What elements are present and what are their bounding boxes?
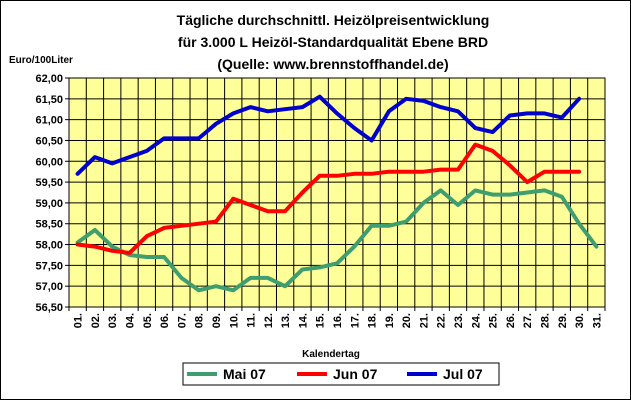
series-line-jul-07 [75, 94, 582, 176]
x-tick-label: 20. [401, 313, 413, 328]
legend-label-jul-07: Jul 07 [443, 366, 483, 382]
legend-label-mai-07: Mai 07 [223, 366, 266, 382]
y-tick-label: 58,00 [35, 240, 63, 252]
chart-title-line-2: für 3.000 L Heizöl-Standardqualität Eben… [178, 34, 488, 50]
y-tick-label: 57,50 [35, 260, 63, 272]
x-tick-label: 24. [470, 313, 482, 328]
x-tick-label: 09. [211, 313, 223, 328]
y-tick-label: 59,50 [35, 177, 63, 189]
x-tick-label: 03. [107, 313, 119, 328]
x-tick-label: 10. [228, 313, 240, 328]
y-tick-label: 61,50 [35, 94, 63, 106]
x-tick-label: 08. [194, 313, 206, 328]
y-tick-label: 59,00 [35, 198, 63, 210]
x-tick-label: 02. [90, 313, 102, 328]
y-tick-labels: 62,00 61,50 61,00 60,50 60,00 59,50 59,00 58,50… [35, 73, 69, 314]
legend-label-jun-07: Jun 07 [333, 366, 378, 382]
y-tick-label: 58,50 [35, 219, 63, 231]
x-tick-label: 28. [539, 313, 551, 328]
x-axis-label: Kalendertag [302, 349, 360, 360]
series-line-jun-07 [75, 142, 582, 255]
x-tick-label: 21. [418, 313, 430, 328]
y-tick-label: 60,00 [35, 156, 63, 168]
x-tick-label: 01. [73, 313, 85, 328]
x-tick-label: 25. [488, 313, 500, 328]
x-tick-label: 05. [142, 313, 154, 328]
x-tick-label: 11. [246, 313, 258, 328]
x-tick-label: 06. [159, 313, 171, 328]
x-tick-labels: 01. 02. 03. 04. 05. 06. 07. 08. 09. 10. 11. 12. 13. 1… [68, 307, 606, 328]
legend-box [182, 362, 500, 386]
chart-title-line-1: Tägliche durchschnittl. Heizölpreisentwi… [177, 12, 490, 28]
x-tick-label: 26. [505, 313, 517, 328]
y-tick-label: 57,00 [35, 281, 63, 293]
x-tick-label: 04. [125, 313, 137, 328]
x-tick-label: 18. [367, 313, 379, 328]
x-tick-label: 22. [436, 313, 448, 328]
x-tick-label: 07. [176, 313, 188, 328]
grid-lines [68, 77, 606, 308]
chart-title-line-3: (Quelle: www.brennstoffhandel.de) [217, 56, 448, 72]
x-tick-label: 31. [591, 313, 603, 328]
x-tick-label: 23. [453, 313, 465, 328]
legend: Mai 07 Jun 07 Jul 07 [182, 362, 500, 386]
x-tick-label: 14. [297, 313, 309, 328]
x-tick-label: 15. [315, 313, 327, 328]
x-tick-label: 19. [384, 313, 396, 328]
y-tick-label: 56,50 [35, 302, 63, 314]
x-tick-label: 13. [280, 313, 292, 328]
x-tick-label: 27. [522, 313, 534, 328]
x-tick-label: 29. [557, 313, 569, 328]
x-tick-label: 16. [332, 313, 344, 328]
y-tick-label: 62,00 [35, 73, 63, 85]
series-lines [75, 94, 599, 293]
y-tick-label: 60,50 [35, 135, 63, 147]
series-line-mai-07 [75, 188, 599, 293]
x-tick-label: 30. [574, 313, 586, 328]
x-tick-label: 12. [263, 313, 275, 328]
x-tick-label: 17. [349, 313, 361, 328]
y-axis-label: Euro/100Liter [9, 55, 73, 66]
y-tick-label: 61,00 [35, 115, 63, 127]
